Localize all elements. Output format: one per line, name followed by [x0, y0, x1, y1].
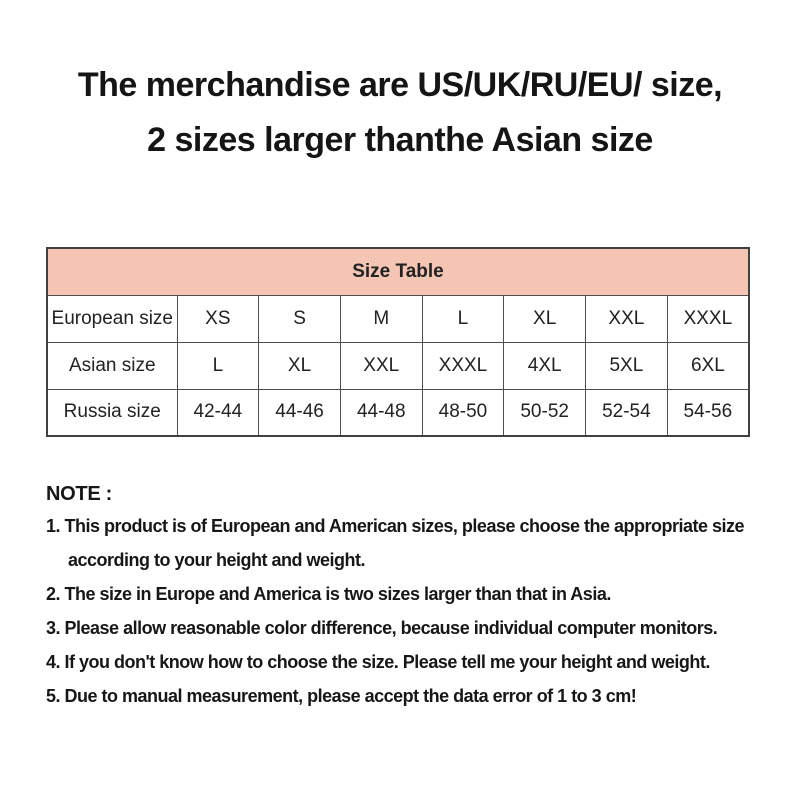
page-title: The merchandise are US/UK/RU/EU/ size, 2…: [0, 0, 800, 168]
size-cell: XXL: [339, 341, 423, 390]
size-cell: XXXL: [666, 294, 750, 343]
note-item-1: 1. This product is of European and Ameri…: [46, 516, 745, 536]
notes-section: NOTE : 1. This product is of European an…: [46, 479, 754, 713]
size-cell: 5XL: [585, 341, 668, 390]
page-title-line2: 2 sizes larger thanthe Asian size: [147, 121, 653, 159]
size-cell: L: [421, 294, 505, 343]
size-cell: XXXL: [421, 341, 505, 390]
size-cell: 50-52: [503, 388, 587, 437]
size-cell: 54-56: [666, 388, 750, 437]
size-table: Size Table European size XS S M L XL XXL…: [46, 247, 750, 437]
page-title-line1: The merchandise are US/UK/RU/EU/ size,: [77, 66, 723, 104]
note-item-2: 2. The size in Europe and America is two…: [46, 584, 611, 604]
size-cell: 42-44: [176, 388, 260, 437]
size-cell: XL: [503, 294, 587, 343]
note-item-4: 4. If you don't know how to choose the s…: [46, 652, 710, 672]
table-row-asian: Asian size L XL XXL XXXL 4XL 5XL 6XL: [46, 341, 750, 390]
note-item-1-continuation: according to your height and weight.: [68, 550, 366, 570]
size-cell: XS: [176, 294, 260, 343]
size-cell: L: [176, 341, 260, 390]
size-cell: 4XL: [503, 341, 587, 390]
note-item-5: 5. Due to manual measurement, please acc…: [46, 686, 637, 706]
table-row-russia: Russia size 42-44 44-46 44-48 48-50 50-5…: [46, 388, 750, 437]
size-cell: XL: [258, 341, 341, 390]
note-item-3: 3. Please allow reasonable color differe…: [46, 618, 718, 638]
row-label-russia: Russia size: [46, 388, 178, 437]
size-cell: 44-46: [258, 388, 341, 437]
notes-heading: NOTE :: [46, 483, 112, 505]
size-table-title: Size Table: [46, 247, 750, 296]
size-cell: 6XL: [666, 341, 750, 390]
size-cell: M: [339, 294, 423, 343]
size-cell: XXL: [585, 294, 668, 343]
table-row-european: European size XS S M L XL XXL XXXL: [46, 294, 750, 343]
size-cell: 48-50: [421, 388, 505, 437]
size-cell: 44-48: [339, 388, 423, 437]
size-cell: 52-54: [585, 388, 668, 437]
size-table-title-row: Size Table: [46, 247, 750, 296]
row-label-european: European size: [46, 294, 178, 343]
size-cell: S: [258, 294, 341, 343]
row-label-asian: Asian size: [46, 341, 178, 390]
